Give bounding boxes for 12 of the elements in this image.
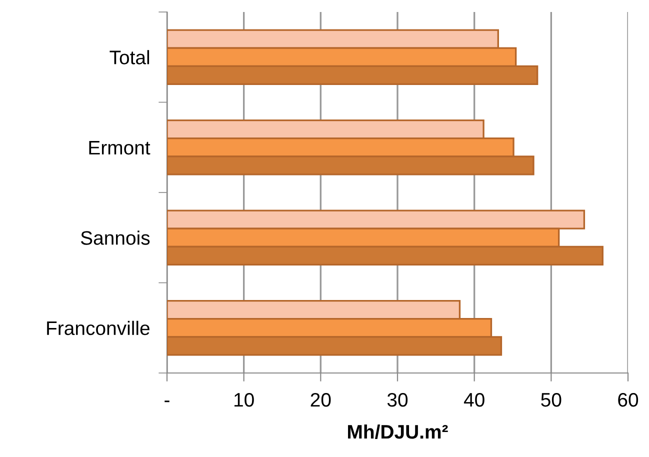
x-tick-label: 20 xyxy=(310,392,331,407)
y-tick-label: Ermont xyxy=(89,141,150,155)
y-tick-label: Total xyxy=(110,50,150,64)
y-tick-label: Sannois xyxy=(80,230,150,245)
x-tick-label: 30 xyxy=(387,392,408,407)
y-tick-label: Franconville xyxy=(47,320,150,336)
x-tick-label: 40 xyxy=(464,392,484,407)
x-tick-label: 10 xyxy=(234,392,254,407)
x-tick-label: 60 xyxy=(618,392,638,407)
x-tick-label: - xyxy=(164,400,170,402)
x-axis-title: Mh/DJU.m² xyxy=(348,424,448,439)
x-tick-label: 50 xyxy=(541,392,562,407)
